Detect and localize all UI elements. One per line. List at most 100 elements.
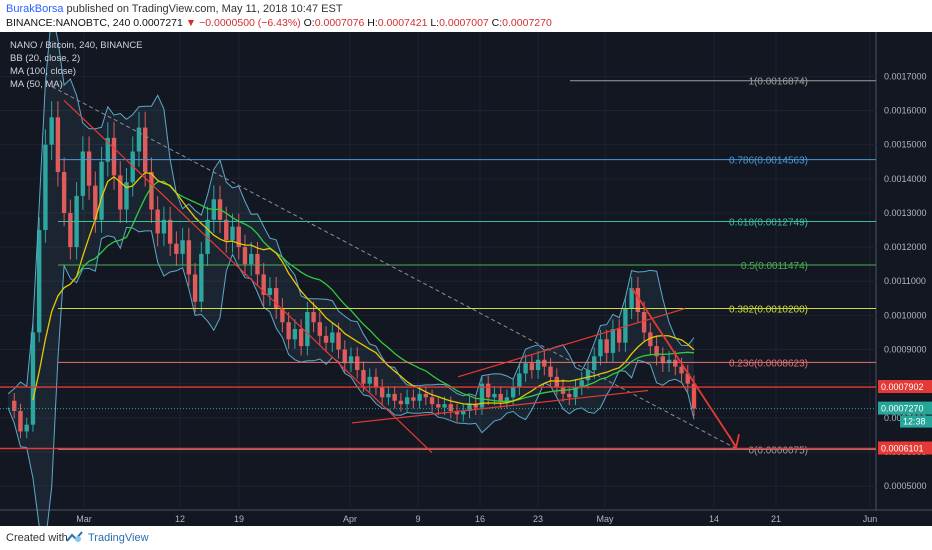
candle-body	[224, 219, 229, 241]
x-tick-label: 9	[415, 514, 420, 524]
chart-footer: Created with TradingView	[0, 526, 932, 550]
x-tick-label: Jun	[863, 514, 878, 524]
y-tick-label: 0.0013000	[884, 208, 927, 218]
candle-body	[236, 226, 241, 248]
low-label: L:	[430, 17, 440, 29]
legend-entry: BB (20, close, 2)	[10, 53, 80, 64]
candle-body	[666, 359, 672, 364]
ma-50-line	[32, 171, 695, 406]
candle-body	[174, 243, 179, 254]
candle-body	[286, 322, 291, 340]
candle-body	[592, 356, 597, 371]
candle-body	[379, 387, 385, 398]
candle-body	[12, 400, 17, 411]
candle-body	[280, 308, 285, 323]
candle-body	[448, 404, 453, 411]
projection-arrow-line	[631, 287, 736, 446]
diagonal-trendline	[51, 86, 737, 449]
candle-body	[411, 397, 416, 401]
current-price-tag-bg	[878, 401, 932, 415]
candle-body	[167, 219, 173, 244]
price-chart[interactable]: 0.0017000 0.0016000 0.0015000 0.0014000 0.00…	[0, 32, 932, 526]
countdown-label: 12:38	[903, 417, 926, 427]
candle-body	[30, 332, 36, 425]
countdown-tag-bg	[900, 415, 932, 428]
candle-body	[492, 393, 497, 398]
candle-body	[161, 219, 167, 234]
candle-body	[467, 404, 472, 411]
candle-body	[336, 332, 341, 350]
candle-body	[579, 380, 584, 388]
candle-body	[486, 383, 491, 398]
candle-body	[623, 308, 628, 343]
symbol-label: BINANCE:NANOBTC, 240	[6, 17, 131, 29]
candle-body	[417, 393, 422, 401]
high-label: H:	[367, 17, 378, 29]
candle-body	[641, 311, 647, 333]
candle-body	[454, 410, 460, 415]
fib-level-label: 0.618(0.0012749)	[729, 218, 808, 229]
descending-trendline	[63, 99, 433, 454]
candle-body	[679, 366, 684, 374]
upper-channel-line	[457, 307, 686, 378]
candle-body	[367, 376, 372, 384]
candle-body	[18, 410, 23, 432]
x-tick-label: 23	[533, 514, 543, 524]
current-price-tag: 0.0007270	[881, 404, 924, 414]
candle-body	[542, 359, 547, 367]
x-tick-label: May	[596, 514, 614, 524]
low-value: 0.0007007	[439, 17, 489, 29]
candle-body	[423, 393, 429, 398]
fib-level-label: 0.382(0.0010200)	[729, 305, 808, 316]
candle-body	[673, 359, 678, 367]
publish-line: BurakBorsa published on TradingView.com,…	[6, 3, 343, 15]
price-tag-label: 0.0006101	[881, 444, 924, 454]
price-change: −0.0000500 (−6.43%)	[199, 17, 301, 29]
y-tick-label: 0.0009000	[884, 345, 927, 355]
open-value: 0.0007076	[314, 17, 365, 29]
candle-body	[616, 329, 622, 343]
published-text: published on TradingView.com, May 11, 20…	[66, 3, 343, 15]
candle-body	[86, 151, 92, 186]
y-tick-label: 0.0011000	[884, 276, 926, 286]
candle-body	[317, 322, 323, 336]
candle-body	[330, 332, 335, 343]
candle-body	[292, 329, 298, 340]
candle-body	[523, 363, 528, 374]
candle-body	[36, 230, 42, 333]
candle-body	[386, 393, 391, 398]
x-tick-label: 14	[709, 514, 719, 524]
bollinger-band-fill	[8, 32, 694, 526]
candle-body	[267, 288, 273, 295]
y-tick-label: 0.0017000	[884, 71, 927, 81]
candle-body	[373, 376, 379, 388]
author-link[interactable]: BurakBorsa	[6, 3, 64, 15]
candle-body	[504, 397, 510, 401]
fib-level-label: 1(0.0016874)	[749, 77, 809, 88]
candle-body	[473, 404, 478, 408]
candle-body	[498, 393, 503, 401]
fib-level-label: 0.236(0.0008623)	[729, 358, 808, 369]
fib-level-label: 0.786(0.0014563)	[729, 156, 808, 167]
candle-body	[111, 137, 117, 176]
candle-body	[573, 387, 578, 398]
candle-body	[610, 329, 616, 353]
ma-100-line	[57, 180, 695, 402]
candle-body	[118, 175, 123, 210]
x-tick-label: Mar	[76, 514, 92, 524]
last-price: 0.0007271	[133, 17, 183, 29]
candle-body	[136, 127, 142, 152]
tradingview-brand[interactable]: TradingView	[88, 532, 149, 544]
candle-body	[404, 397, 410, 405]
y-tick-label: 0.0010000	[884, 310, 927, 320]
candle-body	[442, 404, 447, 408]
candle-body	[585, 370, 591, 381]
x-tick-label: 12	[175, 514, 185, 524]
price-tag-bg	[878, 380, 932, 394]
ohlc-line: BINANCE:NANOBTC, 240 0.0007271 ▼ −0.0000…	[6, 17, 552, 29]
y-tick-label: 0.0012000	[884, 242, 927, 252]
candle-body	[24, 424, 29, 432]
candle-body	[355, 356, 360, 371]
candle-body	[149, 171, 154, 210]
fib-level-label: 0.5(0.0011474)	[741, 261, 808, 272]
